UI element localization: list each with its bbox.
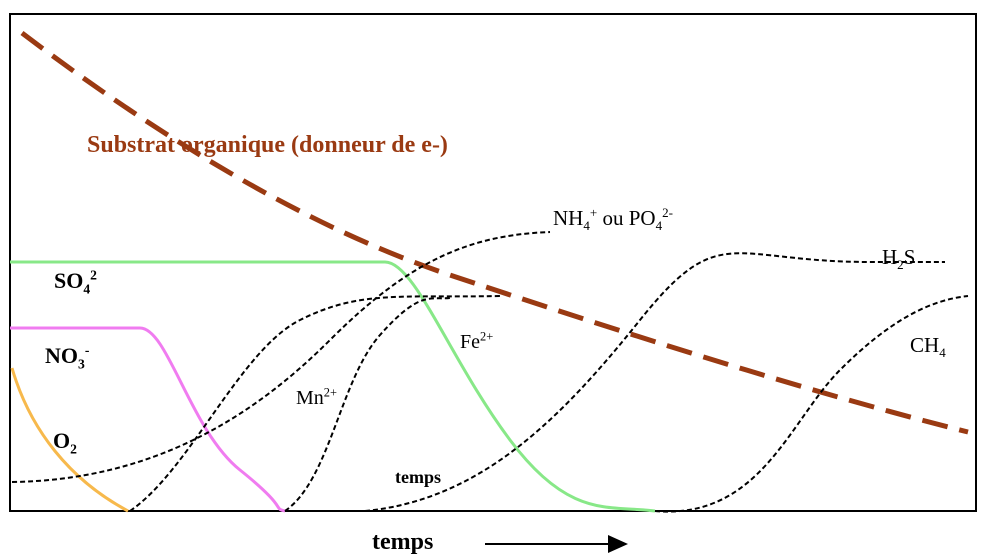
no3-curve [10,326,286,513]
mn2-label: Mn2+ [296,385,337,409]
fe2-label: Fe2+ [460,329,494,353]
mn2-curve [129,295,501,512]
x-axis-label: temps [372,529,434,555]
ch4-label: CH4 [910,333,946,361]
h2s-label: H2S [882,245,916,273]
o2-label: O2 [53,428,77,457]
nh4-po4-curve [11,231,551,483]
so4-label: SO42 [54,267,97,297]
substrat-title: Substrat organique (donneur de e-) [87,132,448,158]
so4-curve [10,260,656,513]
ch4-curve [654,295,969,513]
x-axis-arrow [485,535,628,553]
substrat-organique-curve [20,31,969,435]
fe2-curve [284,297,451,512]
o2-curve [10,367,129,513]
nh4-po4-label: NH4+ ou PO42- [553,205,673,234]
no3-label: NO3- [45,342,90,372]
inner-temps-label: temps [395,467,441,487]
h2s-curve [364,252,945,512]
